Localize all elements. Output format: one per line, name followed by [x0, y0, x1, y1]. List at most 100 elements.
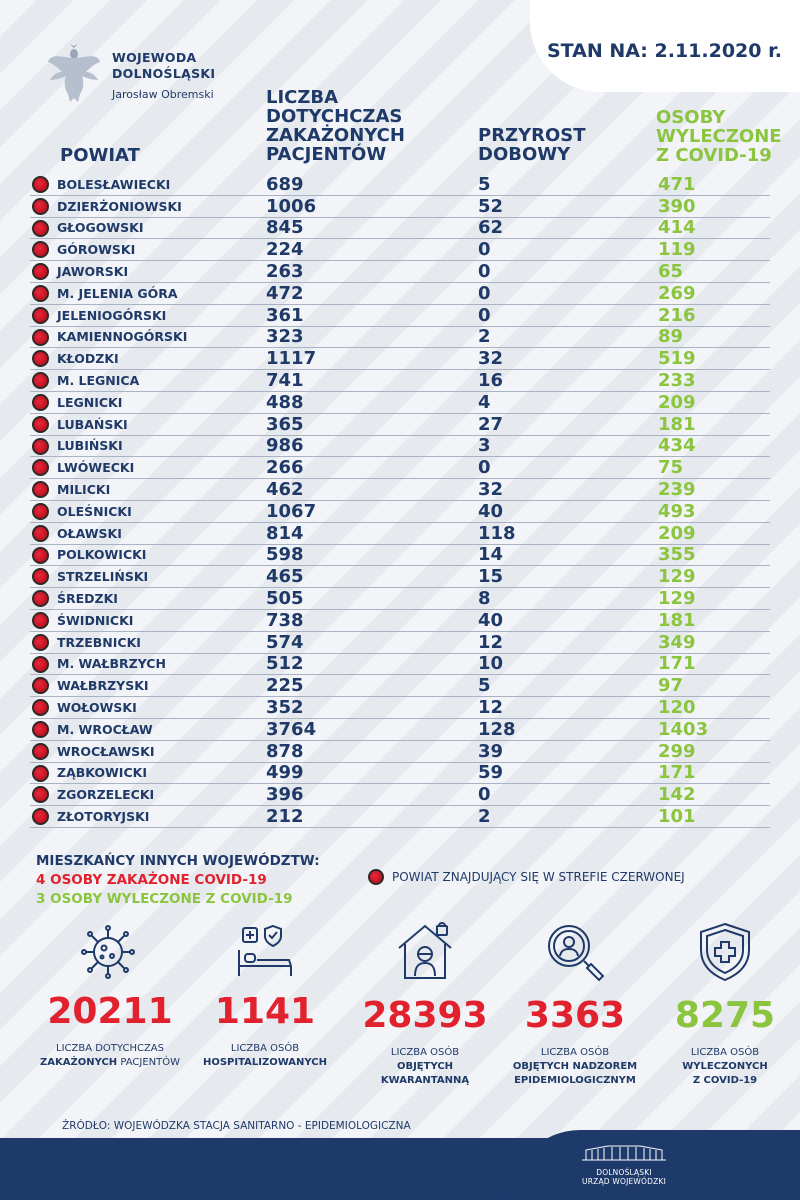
infected-count: 396 [266, 784, 304, 806]
red-dot-icon [368, 869, 384, 885]
red-zone-dot-icon [32, 263, 49, 281]
county-name: OLEŚNICKI [57, 503, 132, 519]
table-row: BOLESŁAWIECKI 689 5 471 [30, 174, 770, 196]
recovered-count: 209 [658, 522, 696, 544]
recovered-count: 519 [658, 348, 696, 370]
legend-text: POWIAT ZNAJDUJĄCY SIĘ W STREFIE CZERWONE… [392, 870, 685, 884]
infected-count: 1117 [266, 348, 317, 370]
county-name: M. LEGNICA [57, 373, 140, 389]
org-title-line1: WOJEWODA [112, 50, 197, 65]
county-name: ZĄBKOWICKI [57, 765, 147, 781]
red-zone-dot-icon [32, 241, 49, 259]
county-name: GÓROWSKI [57, 242, 136, 258]
column-header-recovered: OSOBY WYLECZONE Z COVID-19 [656, 107, 782, 166]
red-zone-dot-icon [32, 677, 49, 695]
infected-count: 814 [266, 522, 304, 544]
table-row: LEGNICKI 488 4 209 [30, 392, 770, 414]
daily-increase: 8 [478, 588, 491, 610]
stat-label: LICZBA OSÓB HOSPITALIZOWANYCH [202, 1043, 328, 1068]
county-name: JAWORSKI [57, 264, 129, 280]
daily-increase: 12 [478, 631, 504, 653]
stat-infected: 20211 LICZBA DOTYCHCZAS ZAKAŻONYCH PACJE… [30, 920, 190, 1070]
county-name: WAŁBRZYSKI [57, 678, 149, 694]
recovered-count: 493 [658, 500, 696, 522]
daily-increase: 14 [478, 544, 504, 566]
recovered-count: 216 [658, 304, 696, 326]
daily-increase: 15 [478, 566, 504, 588]
recovered-count: 129 [658, 588, 696, 610]
table-row: LUBAŃSKI 365 27 181 [30, 414, 770, 436]
footer-curve [510, 1130, 800, 1200]
table-row: M. JELENIA GÓRA 472 0 269 [30, 283, 770, 305]
recovered-count: 65 [658, 261, 684, 283]
recovered-count: 119 [658, 239, 696, 261]
daily-increase: 2 [478, 326, 491, 348]
red-zone-dot-icon [32, 568, 49, 586]
red-zone-dot-icon [32, 415, 49, 433]
table-row: M. WROCŁAW 3764 128 1403 [30, 719, 770, 741]
daily-increase: 0 [478, 457, 491, 479]
other-regions-title: MIESZKAŃCY INNYCH WOJEWÓDZTW: [36, 853, 320, 869]
recovered-count: 299 [658, 740, 696, 762]
recovered-count: 355 [658, 544, 696, 566]
county-name: BOLESŁAWIECKI [57, 176, 171, 192]
daily-increase: 27 [478, 413, 504, 435]
daily-increase: 0 [478, 784, 491, 806]
red-zone-dot-icon [32, 393, 49, 411]
infected-count: 266 [266, 457, 304, 479]
org-title-line2: DOLNOŚLĄSKI [112, 66, 216, 81]
county-name: ZGORZELECKI [57, 787, 155, 803]
daily-increase: 118 [478, 522, 516, 544]
infected-count: 224 [266, 239, 304, 261]
stat-recovered: 8275 LICZBA OSÓB WYLECZONYCH Z COVID-19 [645, 920, 800, 1088]
infected-count: 3764 [266, 718, 317, 740]
daily-increase: 16 [478, 370, 504, 392]
urzad-logo: DOLNOŚLĄSKI URZĄD WOJEWÓDZKI [578, 1140, 670, 1186]
recovered-count: 120 [658, 697, 696, 719]
legend: POWIAT ZNAJDUJĄCY SIĘ W STREFIE CZERWONE… [368, 869, 685, 885]
red-zone-dot-icon [32, 437, 49, 455]
recovered-count: 239 [658, 479, 696, 501]
daily-increase: 0 [478, 304, 491, 326]
recovered-count: 171 [658, 762, 696, 784]
county-name: OŁAWSKI [57, 525, 122, 541]
infected-count: 505 [266, 588, 304, 610]
county-name: TRZEBNICKI [57, 634, 141, 650]
infected-count: 472 [266, 282, 304, 304]
red-zone-dot-icon [32, 328, 49, 346]
table-row: STRZELIŃSKI 465 15 129 [30, 566, 770, 589]
county-name: JELENIOGÓRSKI [57, 307, 167, 323]
stat-value: 20211 [47, 991, 173, 1032]
red-zone-dot-icon [32, 611, 49, 629]
infected-count: 488 [266, 391, 304, 413]
date-label: STAN NA: 2.11.2020 r. [546, 40, 782, 62]
other-regions: MIESZKAŃCY INNYCH WOJEWÓDZTW: 4 OSOBY ZA… [36, 852, 320, 909]
recovered-count: 181 [658, 609, 696, 631]
red-zone-dot-icon [32, 524, 49, 542]
recovered-count: 209 [658, 391, 696, 413]
red-zone-dot-icon [32, 176, 49, 193]
county-name: LUBAŃSKI [57, 416, 128, 432]
stat-value: 8275 [674, 995, 776, 1036]
column-header-powiat: POWIAT [60, 145, 140, 166]
county-name: LUBIŃSKI [57, 438, 123, 454]
table-row: WROCŁAWSKI 878 39 299 [30, 741, 770, 763]
daily-increase: 0 [478, 282, 491, 304]
building-icon [582, 1145, 666, 1161]
county-name: KAMIENNOGÓRSKI [57, 329, 188, 345]
red-zone-dot-icon [32, 546, 49, 564]
recovered-count: 471 [658, 173, 696, 195]
table-row: GÓROWSKI 224 0 119 [30, 239, 770, 262]
infected-count: 689 [266, 173, 304, 195]
red-zone-dot-icon [32, 633, 49, 651]
daily-increase: 32 [478, 479, 504, 501]
county-name: WROCŁAWSKI [57, 743, 155, 759]
daily-increase: 52 [478, 195, 504, 217]
table-row: ZŁOTORYJSKI 212 2 101 [30, 806, 770, 828]
daily-increase: 10 [478, 653, 504, 675]
recovered-count: 434 [658, 435, 696, 457]
stat-value: 28393 [362, 995, 488, 1036]
red-zone-dot-icon [32, 197, 49, 215]
infected-count: 365 [266, 413, 304, 435]
